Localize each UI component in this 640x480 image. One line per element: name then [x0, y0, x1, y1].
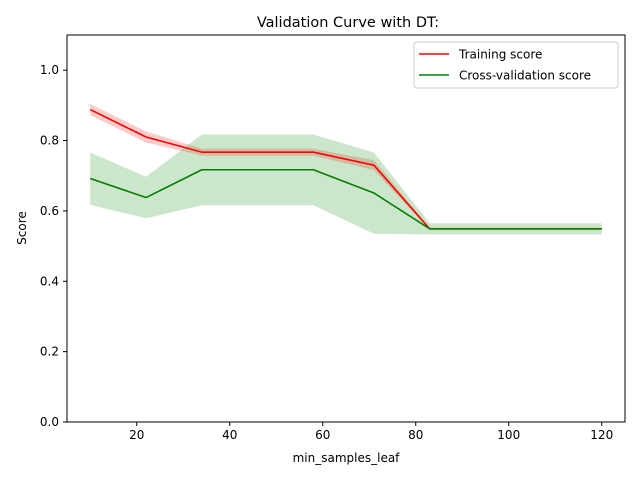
legend: Training score Cross-validation score: [413, 41, 619, 89]
y-tick-label: 0.0: [40, 415, 59, 429]
legend-label-cross-validation: Cross-validation score: [459, 69, 591, 83]
series-lines: [89, 108, 602, 230]
x-tick-label: 100: [497, 428, 520, 442]
legend-box: [413, 41, 619, 89]
x-tick-label: 40: [222, 428, 237, 442]
x-tick-label: 80: [408, 428, 423, 442]
y-tick-label: 1.0: [40, 63, 59, 77]
x-tick-label: 20: [129, 428, 144, 442]
x-tick-label: 120: [590, 428, 613, 442]
y-tick-label: 0.4: [40, 274, 59, 288]
plot-frame: [66, 34, 626, 423]
confidence-bands: [90, 103, 602, 235]
x-axis-label: min_samples_leaf: [293, 451, 401, 465]
y-axis-label: Score: [15, 211, 29, 245]
chart-title: Validation Curve with DT:: [257, 15, 439, 31]
y-tick-label: 0.6: [40, 204, 59, 218]
legend-label-training: Training score: [458, 48, 542, 62]
x-axis-ticks: 20 40 60 80 100 120: [129, 422, 613, 442]
y-axis-ticks: 0.0 0.2 0.4 0.6 0.8 1.0: [40, 63, 67, 429]
y-tick-label: 0.2: [40, 345, 59, 359]
cross-validation-score-line: [89, 168, 602, 230]
x-tick-label: 60: [315, 428, 330, 442]
cross-validation-score-band: [90, 134, 602, 235]
y-tick-label: 0.8: [40, 134, 59, 148]
